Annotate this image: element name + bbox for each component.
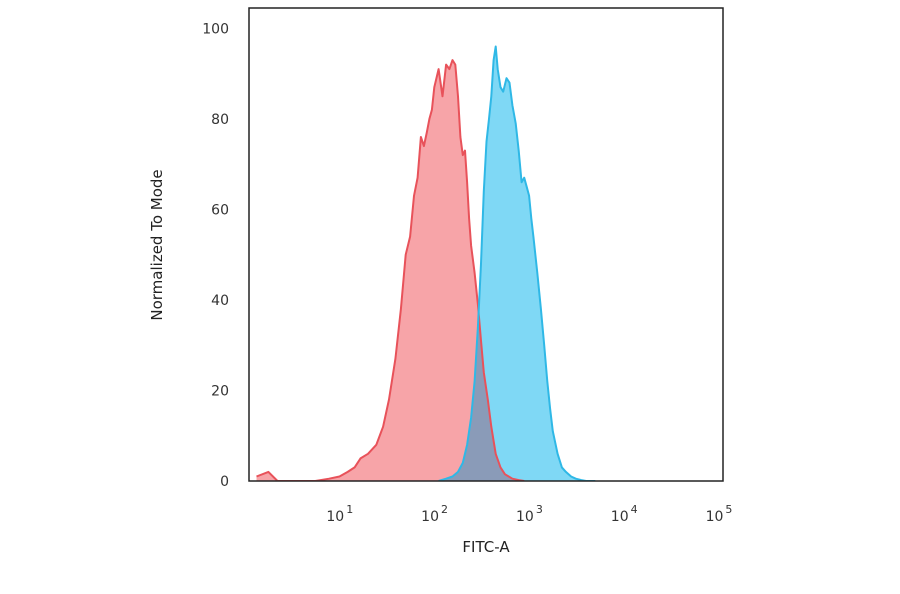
y-tick-label: 40 (211, 293, 229, 309)
plot-frame (248, 7, 724, 482)
y-tick-label: 60 (211, 202, 229, 218)
y-tick-label: 20 (211, 384, 229, 400)
y-axis-ticks: 0 20 40 60 80 100 (202, 21, 229, 490)
x-tick-label: 10 1 (326, 503, 353, 525)
red-series-line (256, 59, 525, 481)
x-axis-title: FITC-A (462, 538, 510, 556)
blue-series-line (438, 45, 596, 481)
x-tick-label: 10 3 (516, 503, 543, 525)
x-tick-label: 10 4 (611, 503, 638, 525)
series-layer (256, 45, 596, 481)
x-tick-label: 10 2 (421, 503, 448, 525)
y-tick-label: 80 (211, 112, 229, 128)
y-tick-label: 0 (220, 474, 229, 490)
red-series-area (256, 60, 525, 481)
y-tick-label: 100 (202, 21, 229, 37)
y-axis-title: Normalized To Mode (148, 169, 166, 320)
x-tick-label: 10 5 (706, 503, 733, 525)
x-axis-ticks: 10 1 10 2 10 3 10 4 10 5 (326, 503, 732, 525)
